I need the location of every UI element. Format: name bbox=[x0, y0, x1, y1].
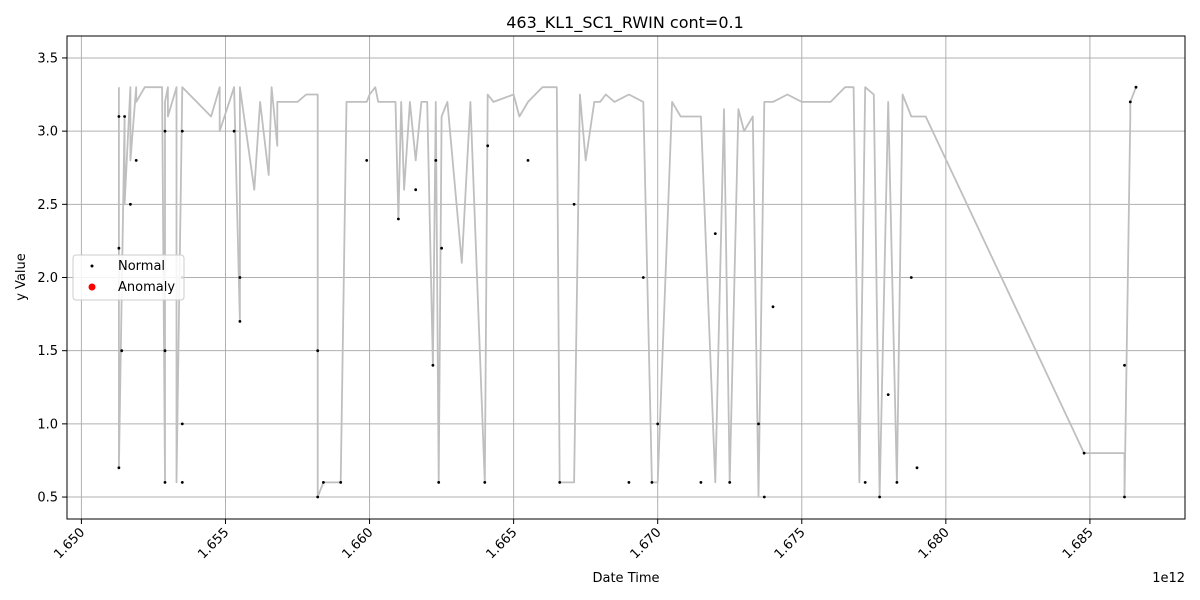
normal-point bbox=[431, 363, 435, 367]
normal-point bbox=[180, 481, 184, 484]
normal-point bbox=[713, 232, 717, 236]
normal-point bbox=[641, 276, 645, 279]
normal-point bbox=[316, 349, 320, 353]
series-line bbox=[118, 86, 1137, 498]
normal-point bbox=[117, 246, 121, 250]
normal-point bbox=[120, 349, 124, 353]
grid-lines bbox=[67, 36, 1185, 519]
y-tick-label: 3.0 bbox=[37, 125, 58, 140]
normal-point bbox=[878, 495, 881, 499]
normal-point bbox=[757, 422, 760, 426]
normal-point bbox=[232, 129, 236, 133]
y-tick-label: 3.5 bbox=[37, 51, 58, 66]
normal-point bbox=[886, 393, 890, 396]
x-axis-title: Date Time bbox=[592, 571, 659, 586]
normal-points-layer bbox=[117, 85, 1138, 499]
normal-point bbox=[129, 202, 132, 206]
normal-point bbox=[163, 349, 167, 353]
normal-point bbox=[238, 320, 242, 323]
series-line-layer bbox=[118, 86, 1137, 498]
normal-point bbox=[117, 115, 121, 118]
normal-point bbox=[486, 144, 490, 148]
normal-point bbox=[134, 159, 138, 162]
normal-point bbox=[180, 422, 184, 426]
normal-point bbox=[339, 481, 343, 484]
normal-point bbox=[863, 481, 867, 484]
normal-point bbox=[699, 481, 703, 484]
legend-normal-marker bbox=[90, 264, 94, 268]
normal-point bbox=[558, 481, 562, 484]
normal-point bbox=[909, 276, 913, 279]
normal-point bbox=[238, 276, 242, 279]
normal-point bbox=[771, 305, 775, 309]
normal-point bbox=[434, 159, 438, 162]
legend: Normal Anomaly bbox=[72, 254, 185, 301]
legend-box bbox=[72, 254, 185, 301]
normal-point bbox=[627, 481, 631, 484]
normal-point bbox=[437, 481, 441, 484]
legend-normal-label: Normal bbox=[118, 259, 165, 274]
y-axis-title: y Value bbox=[14, 253, 29, 301]
y-tick-label: 1.0 bbox=[37, 417, 58, 432]
normal-point bbox=[1134, 85, 1138, 89]
normal-point bbox=[1123, 495, 1126, 499]
normal-point bbox=[572, 202, 576, 206]
normal-point bbox=[650, 481, 654, 484]
normal-point bbox=[123, 115, 126, 118]
chart-title: 463_KL1_SC1_RWIN cont=0.1 bbox=[506, 13, 744, 33]
normal-point bbox=[414, 188, 418, 192]
x-axis-offset-label: 1e12 bbox=[1152, 571, 1185, 586]
normal-point bbox=[117, 466, 121, 470]
normal-point bbox=[1082, 451, 1086, 455]
legend-anomaly-label: Anomaly bbox=[118, 280, 175, 295]
normal-point bbox=[915, 466, 919, 470]
normal-point bbox=[397, 217, 400, 221]
y-tick-label: 2.5 bbox=[37, 198, 58, 213]
y-tick-label: 2.0 bbox=[37, 271, 58, 286]
normal-point bbox=[322, 481, 325, 484]
normal-point bbox=[1128, 100, 1132, 104]
normal-point bbox=[762, 495, 766, 499]
normal-point bbox=[440, 246, 443, 250]
normal-point bbox=[728, 481, 732, 484]
normal-point bbox=[163, 129, 167, 133]
normal-point bbox=[316, 495, 320, 499]
y-tick-label: 1.5 bbox=[37, 344, 58, 359]
normal-point bbox=[365, 159, 369, 162]
y-tick-label: 0.5 bbox=[37, 491, 58, 506]
normal-point bbox=[1123, 363, 1126, 367]
normal-point bbox=[180, 129, 184, 133]
legend-anomaly-marker bbox=[88, 283, 96, 291]
normal-point bbox=[656, 422, 660, 426]
y-axis-ticks: 0.5 1.0 1.5 2.0 2.5 3.0 3.5 bbox=[37, 51, 67, 506]
normal-point bbox=[526, 159, 530, 162]
normal-point bbox=[163, 481, 167, 484]
normal-point bbox=[895, 481, 899, 484]
normal-point bbox=[483, 481, 487, 484]
